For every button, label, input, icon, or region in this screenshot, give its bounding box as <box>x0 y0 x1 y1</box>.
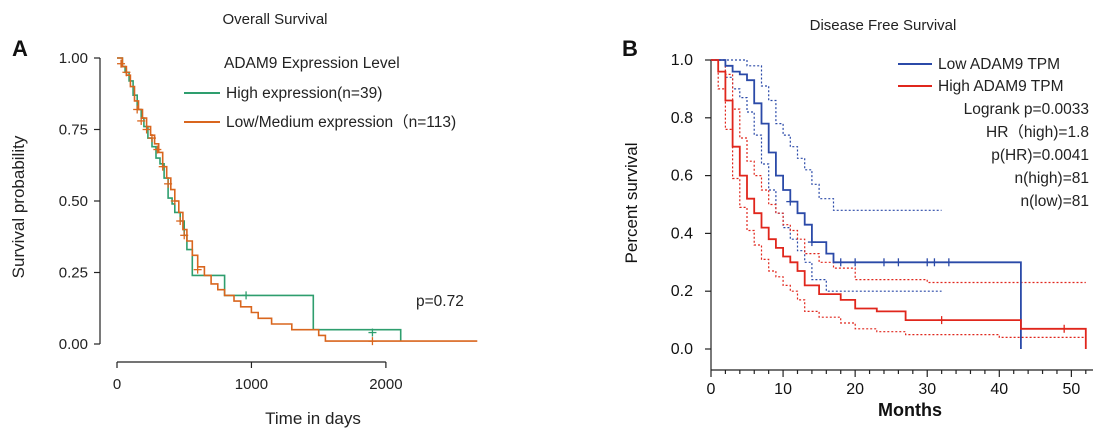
censor-mark-b-0 <box>944 258 953 267</box>
x-tick-label-b: 50 <box>1062 381 1080 398</box>
y-tick-label-b: 0.4 <box>671 225 693 242</box>
annotation-hr: HR（high)=1.8 <box>986 124 1089 141</box>
censor-mark-a-1 <box>180 231 189 240</box>
annotation-p-hr: p(HR)=0.0041 <box>991 147 1089 164</box>
chart-a-legend-title: ADAM9 Expression Level <box>224 55 400 72</box>
chart-b-xlabel: Months <box>878 400 942 420</box>
chart-overall-survival: A Overall Survival Time in days Survival… <box>9 11 478 428</box>
y-tick-label-a: 0.75 <box>59 122 88 139</box>
chart-b-series <box>711 59 1087 349</box>
y-tick-label-b: 0.0 <box>671 341 693 358</box>
chart-b-title: Disease Free Survival <box>810 17 957 34</box>
ci-upper-b-0 <box>711 59 942 211</box>
censor-mark-b-0 <box>786 197 795 206</box>
panel-letter-b: B <box>622 36 638 61</box>
x-tick-label-b: 20 <box>846 381 864 398</box>
censor-mark-a-1 <box>193 265 202 274</box>
censor-mark-b-0 <box>836 258 845 267</box>
annotation-logrank: Logrank p=0.0033 <box>964 101 1089 118</box>
censor-mark-a-1 <box>133 105 142 114</box>
chart-a-annotation: p=0.72 <box>416 293 464 310</box>
censor-mark-b-0 <box>894 258 903 267</box>
censor-mark-b-0 <box>923 258 932 267</box>
y-tick-label-a: 0.50 <box>59 193 88 210</box>
chart-a-series <box>117 57 478 346</box>
y-tick-label-b: 0.6 <box>671 168 693 185</box>
censor-mark-b-0 <box>930 258 939 267</box>
censor-mark-b-1 <box>937 316 946 325</box>
censor-mark-a-1 <box>122 68 131 77</box>
censor-mark-b-0 <box>851 258 860 267</box>
chart-a-ylabel: Survival probability <box>9 135 28 278</box>
y-tick-label-b: 0.2 <box>671 283 693 300</box>
ci-upper-b-1 <box>711 59 1086 284</box>
censor-mark-a-1 <box>164 179 173 188</box>
y-tick-label-b: 1.0 <box>671 52 693 69</box>
censor-mark-a-1 <box>158 162 167 171</box>
panel-letter-a: A <box>12 36 28 61</box>
censor-mark-a-0 <box>242 291 251 300</box>
censor-mark-a-0 <box>368 328 377 337</box>
ci-lower-b-1 <box>711 59 1087 341</box>
censor-mark-b-0 <box>879 258 888 267</box>
y-tick-label-a: 0.00 <box>59 336 88 353</box>
annotation-n-high: n(high)=81 <box>1014 170 1089 187</box>
chart-b-axes: 0.0 0.2 0.4 0.6 0.8 1.0 0 10 20 30 40 50 <box>671 52 1093 398</box>
chart-b-ylabel: Percent survival <box>622 143 641 264</box>
x-tick-label-a: 0 <box>113 376 121 393</box>
censor-mark-a-1 <box>176 217 185 226</box>
annotation-n-low: n(low)=81 <box>1021 193 1090 210</box>
x-tick-label-b: 40 <box>990 381 1008 398</box>
x-tick-label-a: 1000 <box>235 376 268 393</box>
censor-mark-a-1 <box>142 125 151 134</box>
censor-mark-a-1 <box>147 134 156 143</box>
series-line-b-1 <box>711 59 1087 349</box>
legend-label-high-tpm: High ADAM9 TPM <box>938 78 1063 95</box>
censor-mark-a-1 <box>368 337 377 346</box>
chart-a-axes: 0.00 0.25 0.50 0.75 1.00 0 1000 2000 <box>59 50 403 393</box>
chart-a-xlabel: Time in days <box>265 409 361 428</box>
censor-mark-a-1 <box>137 116 146 125</box>
x-tick-label-b: 0 <box>707 381 716 398</box>
censor-mark-b-1 <box>1060 324 1069 333</box>
legend-label-low: Low/Medium expression（n=113) <box>226 114 456 131</box>
y-tick-label-b: 0.8 <box>671 110 693 127</box>
ci-lower-b-0 <box>711 59 942 292</box>
censor-mark-b-0 <box>807 238 816 247</box>
series-line-a-0 <box>117 57 402 342</box>
x-tick-label-a: 2000 <box>369 376 402 393</box>
x-tick-label-b: 30 <box>918 381 936 398</box>
legend-label-high: High expression(n=39) <box>226 85 382 102</box>
legend-label-low-tpm: Low ADAM9 TPM <box>938 56 1060 73</box>
censor-mark-a-1 <box>117 59 126 68</box>
x-tick-label-b: 10 <box>774 381 792 398</box>
series-line-b-0 <box>711 59 1022 349</box>
censor-mark-a-1 <box>153 145 162 154</box>
censor-mark-a-1 <box>170 197 179 205</box>
y-tick-label-a: 1.00 <box>59 50 88 67</box>
y-tick-label-a: 0.25 <box>59 265 88 282</box>
chart-a-title: Overall Survival <box>222 11 327 28</box>
